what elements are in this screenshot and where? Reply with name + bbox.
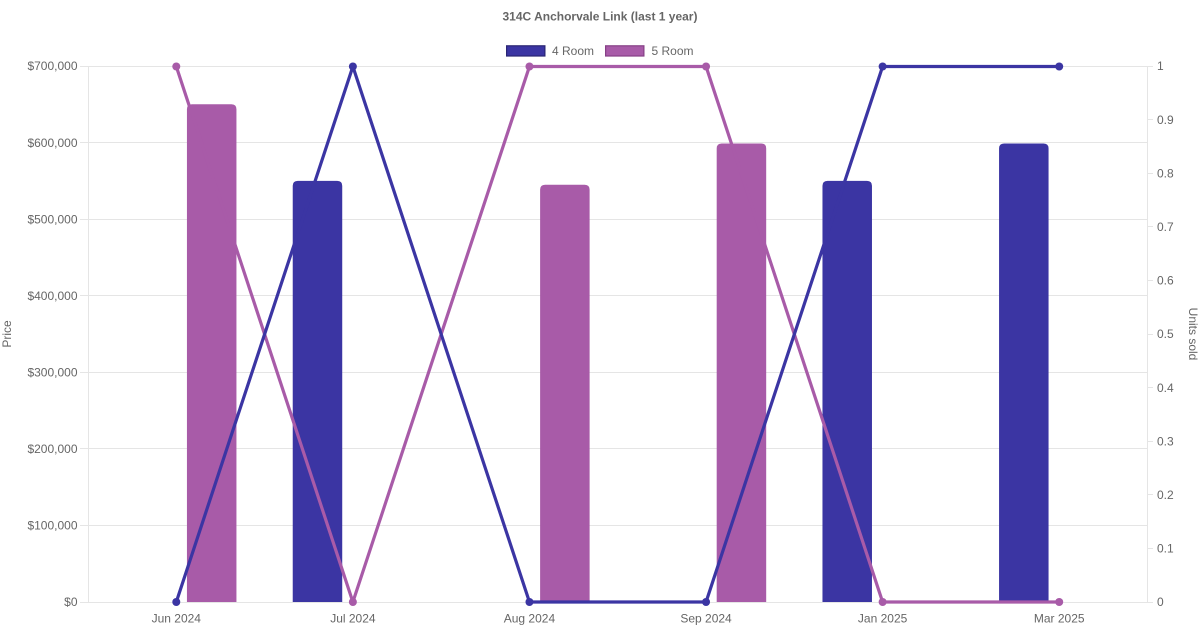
svg-text:$700,000: $700,000 bbox=[27, 59, 77, 73]
svg-text:0.9: 0.9 bbox=[1157, 113, 1174, 127]
svg-text:1: 1 bbox=[1157, 59, 1164, 73]
svg-text:0.6: 0.6 bbox=[1157, 274, 1174, 288]
svg-text:Price: Price bbox=[0, 320, 14, 348]
svg-text:0.2: 0.2 bbox=[1157, 488, 1174, 502]
svg-text:0.4: 0.4 bbox=[1157, 381, 1174, 395]
svg-text:5 Room: 5 Room bbox=[652, 44, 694, 58]
svg-text:Mar 2025: Mar 2025 bbox=[1034, 612, 1085, 626]
svg-text:$200,000: $200,000 bbox=[27, 442, 77, 456]
svg-text:0.7: 0.7 bbox=[1157, 220, 1174, 234]
svg-text:$500,000: $500,000 bbox=[27, 212, 77, 226]
svg-text:4 Room: 4 Room bbox=[552, 44, 594, 58]
svg-text:0.8: 0.8 bbox=[1157, 166, 1174, 180]
svg-text:Jan 2025: Jan 2025 bbox=[858, 612, 908, 626]
svg-text:0.1: 0.1 bbox=[1157, 542, 1174, 556]
svg-text:$100,000: $100,000 bbox=[27, 519, 77, 533]
svg-text:$300,000: $300,000 bbox=[27, 365, 77, 379]
svg-text:Sep 2024: Sep 2024 bbox=[680, 612, 732, 626]
svg-text:0: 0 bbox=[1157, 595, 1164, 609]
svg-text:Units sold: Units sold bbox=[1186, 308, 1200, 361]
svg-text:Aug 2024: Aug 2024 bbox=[504, 612, 556, 626]
svg-text:0.5: 0.5 bbox=[1157, 327, 1174, 341]
svg-text:Jun 2024: Jun 2024 bbox=[152, 612, 202, 626]
svg-text:314C Anchorvale Link (last 1 y: 314C Anchorvale Link (last 1 year) bbox=[503, 10, 698, 24]
svg-text:$400,000: $400,000 bbox=[27, 289, 77, 303]
svg-text:$600,000: $600,000 bbox=[27, 136, 77, 150]
svg-text:0.3: 0.3 bbox=[1157, 434, 1174, 448]
svg-text:$0: $0 bbox=[64, 595, 78, 609]
svg-text:Jul 2024: Jul 2024 bbox=[330, 612, 376, 626]
